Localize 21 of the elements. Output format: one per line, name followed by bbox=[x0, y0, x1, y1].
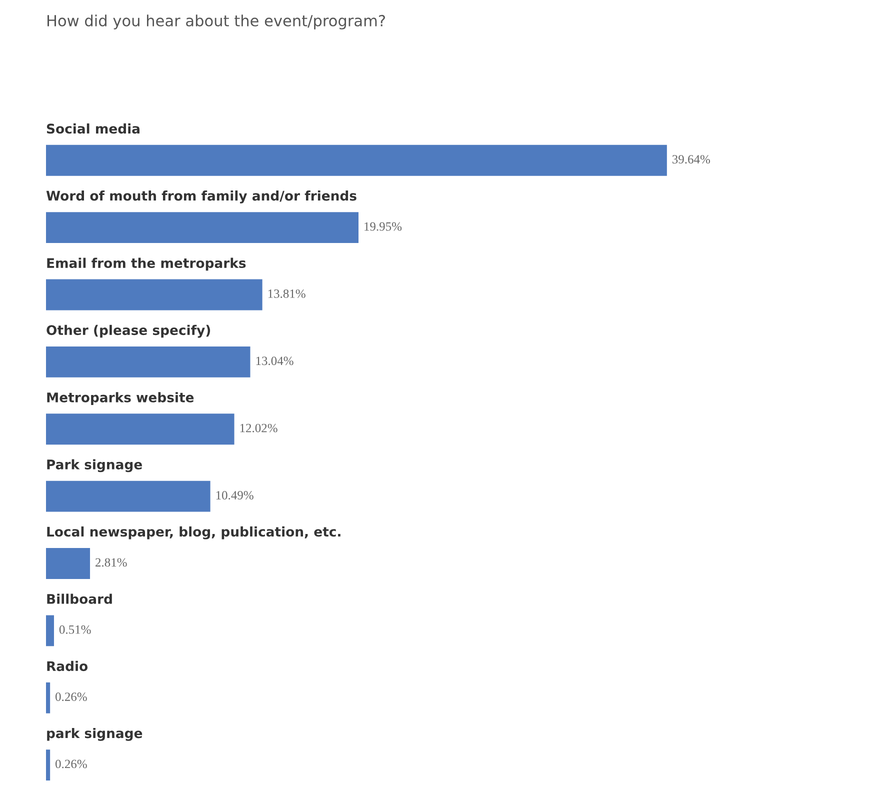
y-tick-label: Other (please specify) bbox=[46, 324, 210, 338]
data-label: 19.95% bbox=[364, 222, 402, 231]
data-label: 10.49% bbox=[216, 491, 254, 500]
y-tick-label: Social media bbox=[46, 123, 140, 134]
y-tick-label: Radio bbox=[47, 660, 88, 672]
y-tick-label: Billboard bbox=[47, 594, 112, 604]
y-tick-label: Local newspaper, blog, publication, etc. bbox=[47, 526, 340, 540]
y-tick-label: Word of mouth from family and/or friends bbox=[46, 190, 356, 204]
y-tick-label: park signage bbox=[47, 728, 142, 741]
y-tick-label: Metroparks website bbox=[47, 392, 194, 405]
data-label: 0.51% bbox=[59, 625, 91, 634]
y-tick-label: Park signage bbox=[47, 459, 142, 472]
y-tick-label: Email from the metroparks bbox=[47, 258, 246, 271]
data-label: 0.26% bbox=[56, 760, 87, 768]
data-label: 2.81% bbox=[96, 558, 127, 567]
data-label: 12.02% bbox=[240, 424, 278, 432]
chart-title: How did you hear about the event/program? bbox=[48, 14, 385, 30]
data-label: 0.26% bbox=[56, 692, 87, 702]
data-label: 13.04% bbox=[256, 356, 294, 366]
data-label: 13.81% bbox=[268, 289, 306, 298]
data-label: 39.64% bbox=[672, 155, 710, 164]
